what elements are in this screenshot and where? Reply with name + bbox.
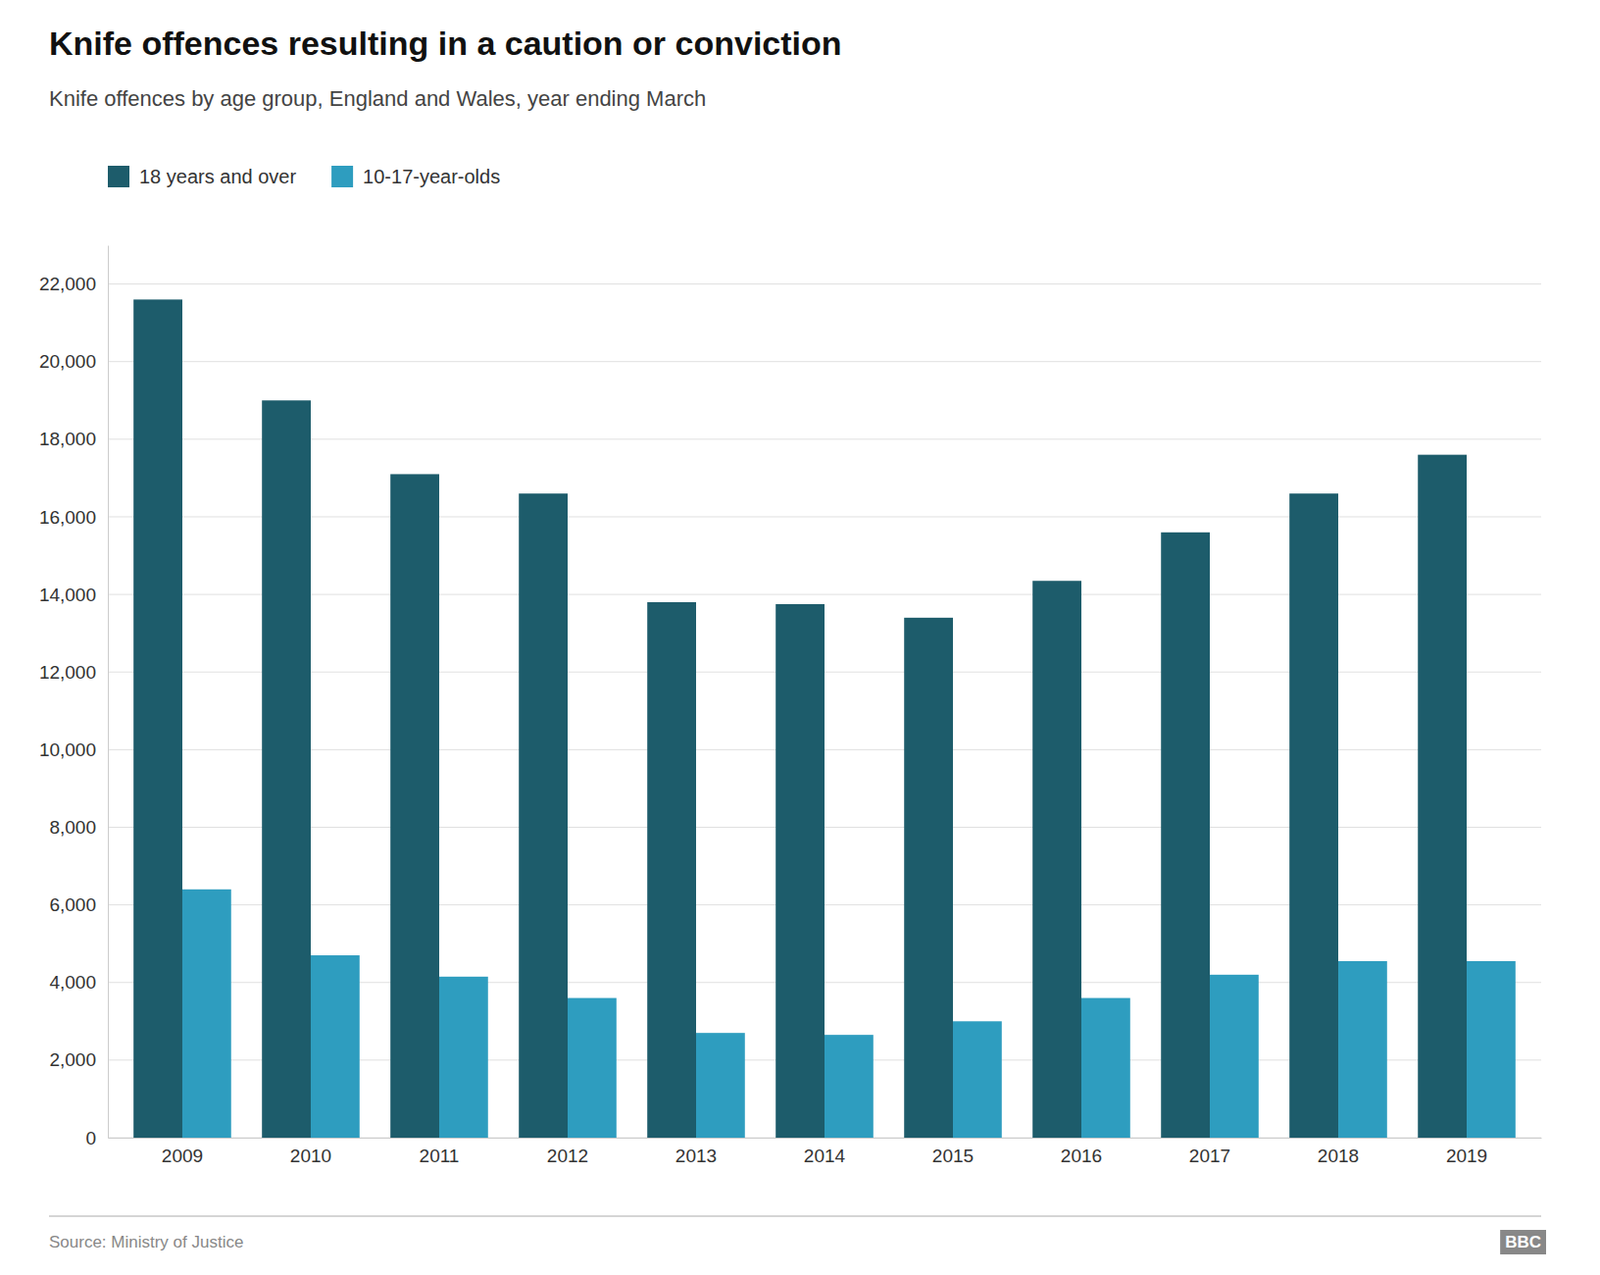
bar xyxy=(261,400,311,1138)
legend-swatch xyxy=(331,165,353,188)
x-tick-label: 2012 xyxy=(547,1145,589,1166)
bars xyxy=(133,299,1516,1138)
legend-label: 18 years and over xyxy=(139,165,297,188)
bar xyxy=(182,889,232,1138)
bar xyxy=(390,473,440,1138)
bar xyxy=(310,954,360,1138)
bar-series xyxy=(182,889,1516,1138)
legend-swatch xyxy=(107,165,130,188)
y-tick-label: 16,000 xyxy=(39,506,97,528)
x-tick-label: 2019 xyxy=(1446,1145,1488,1166)
y-tick-label: 10,000 xyxy=(39,739,97,760)
bar xyxy=(1032,580,1082,1138)
x-axis-line xyxy=(108,1137,1543,1139)
x-tick: 2019 xyxy=(1446,1145,1488,1166)
grid-line xyxy=(107,283,1542,285)
bar xyxy=(567,998,617,1138)
x-tick-label: 2017 xyxy=(1189,1145,1231,1166)
bar xyxy=(903,617,953,1138)
annotation: BBC xyxy=(1500,1229,1547,1254)
y-tick: 8,000 xyxy=(49,816,97,838)
y-tick: 12,000 xyxy=(39,661,97,683)
grid xyxy=(107,284,1542,1138)
x-tick-label: 2016 xyxy=(1060,1145,1102,1166)
y-tick: 18,000 xyxy=(39,428,97,450)
y-tick: 2,000 xyxy=(49,1049,97,1070)
bar xyxy=(1081,998,1131,1138)
x-tick-label: 2013 xyxy=(675,1145,717,1166)
y-tick: 14,000 xyxy=(39,584,97,605)
x-tick: 2010 xyxy=(290,1145,332,1166)
x-tick: 2018 xyxy=(1317,1145,1359,1166)
x-tick-label: 2014 xyxy=(803,1145,847,1166)
y-tick-label: 20,000 xyxy=(39,350,97,372)
y-tick-label: 12,000 xyxy=(39,661,97,683)
x-tick: 2012 xyxy=(547,1145,589,1166)
y-tick-label: 8,000 xyxy=(49,816,97,838)
y-tick: 16,000 xyxy=(39,506,97,528)
bar xyxy=(1338,960,1388,1138)
legend-label: 10-17-year-olds xyxy=(362,165,500,188)
bar xyxy=(1160,532,1210,1138)
y-tick: 0 xyxy=(85,1127,97,1149)
bar xyxy=(952,1020,1002,1138)
x-axis: 2009 2010 2011 2012 2013 2014 2015 2016 2017 2018… xyxy=(108,1138,1543,1167)
y-tick-label: 4,000 xyxy=(49,971,97,993)
x-tick: 2017 xyxy=(1189,1145,1231,1166)
chart: Knife offences resulting in a caution or… xyxy=(0,0,1600,1275)
annotation-text: BBC xyxy=(1504,1232,1542,1251)
title: Knife offences resulting in a caution or… xyxy=(49,24,843,62)
bar-series xyxy=(133,299,1467,1138)
y-tick-label: 14,000 xyxy=(39,584,97,605)
y-tick-label: 22,000 xyxy=(39,273,97,295)
legend: 18 years and over 10-17-year-olds xyxy=(107,165,500,188)
x-tick: 2016 xyxy=(1060,1145,1102,1166)
legend-item: 10-17-year-olds xyxy=(331,165,500,188)
x-tick: 2014 xyxy=(803,1145,847,1166)
bar xyxy=(696,1032,746,1138)
y-axis-line xyxy=(107,246,109,1139)
y-tick: 6,000 xyxy=(49,894,97,915)
y-tick-label: 6,000 xyxy=(49,894,97,915)
y-tick-label: 0 xyxy=(85,1127,97,1149)
x-tick: 2013 xyxy=(675,1145,717,1166)
grid-line xyxy=(107,438,1542,440)
y-tick-label: 2,000 xyxy=(49,1049,97,1070)
bar xyxy=(775,603,825,1138)
annotation-box xyxy=(1500,1229,1547,1254)
source: Source: Ministry of Justice xyxy=(49,1232,244,1251)
x-tick: 2009 xyxy=(161,1145,203,1166)
bar xyxy=(439,976,489,1138)
legend-item: 18 years and over xyxy=(107,165,297,188)
y-tick: 4,000 xyxy=(49,971,97,993)
y-tick: 22,000 xyxy=(39,273,97,295)
bar xyxy=(1417,454,1467,1138)
x-tick-label: 2009 xyxy=(161,1145,203,1166)
subtitle: Knife offences by age group, England and… xyxy=(49,86,706,111)
y-tick: 20,000 xyxy=(39,350,97,372)
bar xyxy=(647,601,697,1138)
bar xyxy=(133,299,183,1138)
bar xyxy=(1466,960,1516,1138)
x-tick-label: 2015 xyxy=(932,1145,974,1166)
grid-line xyxy=(107,360,1542,362)
bar xyxy=(518,493,568,1138)
y-axis: 0 2,000 4,000 6,000 8,000 10,000 12,000 14,000 1… xyxy=(39,246,109,1149)
bar xyxy=(824,1034,874,1138)
x-tick-label: 2018 xyxy=(1317,1145,1359,1166)
y-tick-label: 18,000 xyxy=(39,428,97,450)
x-tick: 2011 xyxy=(419,1145,460,1166)
x-tick: 2015 xyxy=(932,1145,974,1166)
plot: 0 2,000 4,000 6,000 8,000 10,000 12,000 14,000 1… xyxy=(39,246,1543,1167)
bar xyxy=(1209,974,1259,1138)
bar xyxy=(1289,493,1339,1138)
x-tick-label: 2010 xyxy=(290,1145,332,1166)
x-tick-label: 2011 xyxy=(419,1145,460,1166)
footer-line xyxy=(49,1215,1542,1217)
y-tick: 10,000 xyxy=(39,739,97,760)
